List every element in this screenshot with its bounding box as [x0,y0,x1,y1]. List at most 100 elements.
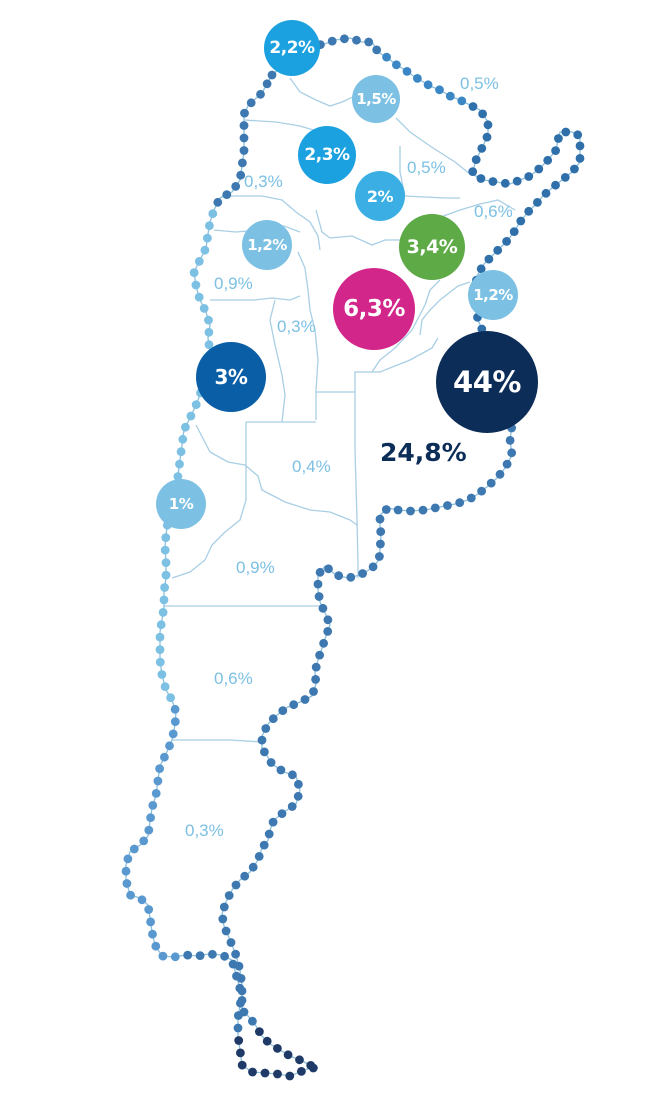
province-border [399,146,460,199]
border-dot [208,949,217,959]
border-dot [283,1050,293,1060]
border-dot [262,1036,272,1046]
border-dot [534,164,544,174]
border-dot [175,459,184,469]
border-dot [213,197,223,207]
border-dot [158,951,168,961]
border-dot [502,459,512,469]
border-dot [240,108,249,118]
border-dot [160,752,169,762]
border-dot [160,545,170,555]
border-dot [248,1016,257,1026]
region-label-buenos-aires[interactable]: 24,8% [380,438,467,467]
border-dot [144,905,154,914]
border-dot [323,627,333,636]
border-dot [158,608,168,617]
border-dot [236,170,246,180]
province-border [371,279,441,373]
border-dot [392,60,401,70]
province-border [172,739,263,743]
region-label-misiones[interactable]: 0,6% [474,202,513,221]
region-label-rio-negro[interactable]: 0,9% [236,558,275,577]
border-dot [240,871,250,881]
border-dot [205,221,214,231]
border-dot [246,98,256,108]
border-dot [126,890,135,900]
border-dot [457,96,467,106]
region-bubble-la-rioja[interactable]: 1,2% [242,220,292,270]
border-dot [512,176,522,186]
border-dot [575,154,585,163]
border-dot [232,971,241,981]
region-label-chubut[interactable]: 0,6% [214,669,253,688]
border-dot [231,182,241,191]
border-dot [276,765,286,775]
province-borders [125,37,581,1077]
border-dot [160,682,170,691]
border-dot [239,133,249,143]
province-border [222,195,321,251]
region-label-formosa[interactable]: 0,5% [460,74,499,93]
border-dot [561,127,571,137]
border-dot [468,167,478,177]
border-dot [161,558,171,567]
region-bubble-tucuman[interactable]: 2,3% [298,126,356,184]
border-dot [455,498,465,507]
border-dot [228,959,238,969]
region-bubble-santa-fe[interactable]: 3,4% [399,214,465,280]
border-dot [155,632,165,642]
region-bubble-caba[interactable]: 44% [436,331,538,433]
border-dots [121,34,585,1081]
province-border [210,295,301,301]
province-border [419,281,471,336]
region-bubble-mendoza[interactable]: 3% [196,342,266,412]
region-label-san-luis[interactable]: 0,3% [277,317,316,336]
border-dot [471,155,481,165]
border-dot [139,836,149,846]
border-dot [248,862,258,872]
region-label-san-juan[interactable]: 0,9% [214,274,253,293]
border-dot [551,180,560,190]
border-dot [268,714,278,724]
border-dot [237,996,247,1005]
region-label-santa-cruz[interactable]: 0,3% [185,821,224,840]
province-border [171,422,247,579]
region-bubble-santiago-del-estero[interactable]: 2% [355,171,405,221]
border-dot [122,879,132,888]
region-label-catamarca[interactable]: 0,3% [244,172,283,191]
border-dot [170,704,180,714]
border-dot [294,779,303,789]
border-dot [173,472,183,481]
border-dot [524,172,534,181]
border-dot [221,926,231,936]
border-dot [486,478,496,488]
border-dot [160,583,170,592]
border-dot [560,173,570,182]
border-dot [191,280,201,290]
region-bubble-cordoba[interactable]: 6,3% [333,268,415,350]
border-dot [224,891,234,900]
region-bubble-salta[interactable]: 1,5% [352,75,400,123]
border-dot [266,758,276,767]
border-dot [237,1060,247,1070]
region-bubble-corrientes[interactable]: 1,2% [468,270,518,320]
border-dot [484,254,494,264]
border-dot [219,902,229,912]
region-label-chaco[interactable]: 0,5% [407,158,446,177]
border-dot [406,506,415,516]
border-dot [314,592,324,601]
region-bubble-neuquen[interactable]: 1% [156,479,206,529]
border-dot [277,809,287,818]
border-dot [376,539,385,549]
border-dot [123,854,133,864]
border-dot [533,198,542,207]
border-dot [278,706,288,715]
border-dot [231,880,241,890]
region-bubble-jujuy[interactable]: 2,2% [264,20,320,76]
region-label-la-pampa[interactable]: 0,4% [292,457,331,476]
border-dot [309,687,318,696]
border-dot [375,514,385,524]
border-dot [413,74,422,83]
border-dot [466,493,476,503]
border-dot [155,657,165,667]
